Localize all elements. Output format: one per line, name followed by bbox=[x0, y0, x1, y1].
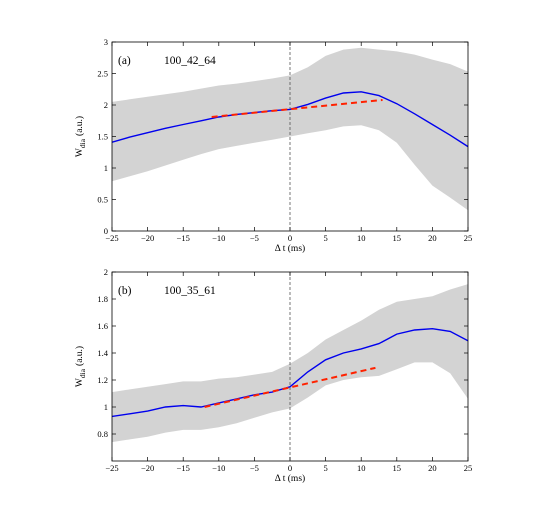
x-tick-label: 10 bbox=[357, 463, 366, 473]
x-tick-label: −25 bbox=[105, 233, 118, 243]
panel-a-y-axis-label: Wdia (a.u.) bbox=[74, 116, 87, 157]
panel-b-ticks: −25 −20 −15 −10 −5 0 5 10 15 20 25 0.8 1 1.2 1.4 1.6 1.8… bbox=[97, 267, 472, 473]
x-tick-label: −5 bbox=[250, 233, 259, 243]
panel-a-label: (a) bbox=[118, 55, 131, 67]
x-tick-label: 15 bbox=[393, 233, 402, 243]
y-tick-label: 1 bbox=[104, 163, 108, 173]
panel-a-y-axis-label-unit: (a.u.) bbox=[74, 116, 85, 136]
x-tick-label: −25 bbox=[105, 463, 118, 473]
panel-a-ticks: −25 −20 −15 −10 −5 0 5 10 15 20 25 0 0.5 1 1.5 2 2.5 3 bbox=[97, 37, 472, 243]
x-tick-label: −10 bbox=[212, 233, 225, 243]
x-tick-label: 5 bbox=[323, 233, 327, 243]
x-tick-label: 10 bbox=[357, 233, 366, 243]
x-tick-label: 15 bbox=[393, 463, 402, 473]
x-tick-label: −10 bbox=[212, 463, 225, 473]
y-tick-label: 1.4 bbox=[97, 348, 108, 358]
panel-a-fit-line bbox=[211, 98, 383, 118]
panel-b-plot-area bbox=[112, 272, 468, 461]
panel-b-uncertainty-band bbox=[112, 284, 468, 443]
y-tick-label: 2.5 bbox=[97, 69, 108, 79]
panel-b-y-axis-label-unit: (a.u.) bbox=[74, 346, 85, 366]
x-tick-label: 25 bbox=[464, 233, 473, 243]
panel-b: −25 −20 −15 −10 −5 0 5 10 15 20 25 0.8 1 1.2 1.4 1.6 1.8… bbox=[74, 267, 472, 484]
y-tick-label: 0 bbox=[104, 226, 108, 236]
y-tick-label: 1 bbox=[104, 402, 108, 412]
panel-a-x-axis-label: Δ t (ms) bbox=[275, 243, 305, 254]
panel-b-mean-line bbox=[112, 327, 468, 418]
panel-a-mean-line bbox=[112, 91, 468, 148]
x-tick-label: 5 bbox=[323, 463, 327, 473]
panel-b-shot-label: 100_35_61 bbox=[164, 285, 216, 297]
y-tick-label: 0.8 bbox=[97, 429, 108, 439]
y-tick-label: 3 bbox=[104, 37, 108, 47]
panel-a-shot-label: 100_42_64 bbox=[164, 55, 216, 67]
y-tick-label: 2 bbox=[104, 267, 108, 277]
x-tick-label: −20 bbox=[141, 233, 154, 243]
panel-b-y-axis-label-sub: dia bbox=[78, 368, 87, 378]
x-tick-label: −15 bbox=[177, 233, 190, 243]
panel-a: −25 −20 −15 −10 −5 0 5 10 15 20 25 0 0.5 1 1.5 2 2.5 3 (a… bbox=[74, 37, 472, 254]
y-tick-label: 1.6 bbox=[97, 321, 108, 331]
y-tick-label: 1.2 bbox=[97, 375, 108, 385]
x-tick-label: 25 bbox=[464, 463, 473, 473]
x-tick-label: 20 bbox=[428, 233, 437, 243]
panel-b-y-axis-label: Wdia (a.u.) bbox=[74, 346, 87, 387]
y-tick-label: 1.8 bbox=[97, 294, 108, 304]
x-tick-label: 0 bbox=[288, 233, 292, 243]
panel-b-label: (b) bbox=[118, 285, 132, 297]
x-tick-label: 20 bbox=[428, 463, 437, 473]
panel-b-y-axis-label-main: W bbox=[75, 378, 85, 387]
x-tick-label: −20 bbox=[141, 463, 154, 473]
x-tick-label: 0 bbox=[288, 463, 292, 473]
panel-a-y-axis-label-sub: dia bbox=[78, 138, 87, 148]
panel-b-x-axis-label: Δ t (ms) bbox=[275, 473, 305, 484]
x-tick-label: −5 bbox=[250, 463, 259, 473]
y-tick-label: 2 bbox=[104, 100, 108, 110]
y-tick-label: 0.5 bbox=[97, 195, 108, 205]
y-tick-label: 1.5 bbox=[97, 132, 108, 142]
x-tick-label: −15 bbox=[177, 463, 190, 473]
panel-a-y-axis-label-main: W bbox=[75, 148, 85, 157]
panel-a-plot-area bbox=[112, 42, 468, 231]
